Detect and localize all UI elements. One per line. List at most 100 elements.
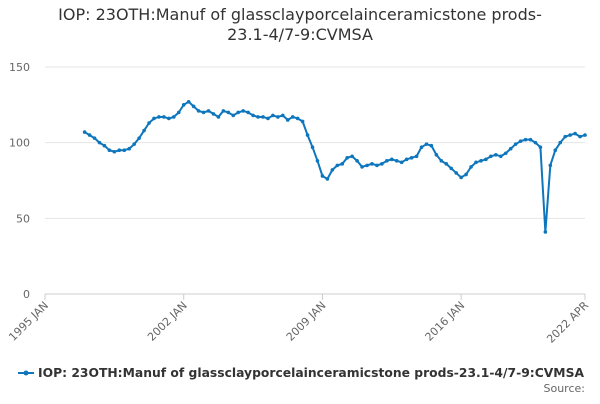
data-point: [419, 145, 424, 150]
data-point: [236, 110, 241, 115]
data-point: [494, 152, 498, 157]
data-point: [335, 163, 340, 168]
data-point: [206, 109, 211, 113]
x-tick-label: 2022 APR: [544, 299, 591, 346]
data-point: [380, 162, 384, 166]
data-point: [167, 116, 171, 121]
data-point: [196, 109, 201, 113]
source: Source:: [544, 382, 586, 395]
x-tick-label: 2009 JAN: [284, 299, 329, 344]
data-point: [365, 163, 369, 168]
data-point: [389, 157, 394, 162]
data-point: [513, 142, 518, 146]
data-point: [503, 151, 508, 156]
data-point: [330, 168, 335, 172]
data-point: [528, 137, 533, 142]
data-point: [434, 152, 439, 157]
data-point: [132, 142, 136, 146]
data-point: [285, 118, 290, 122]
data-point: [310, 145, 315, 150]
data-point: [152, 116, 156, 121]
data-point: [360, 165, 364, 169]
data-point: [127, 146, 132, 151]
data-point: [573, 131, 577, 136]
legend-marker: [23, 370, 29, 376]
data-point: [256, 115, 260, 119]
data-point: [251, 113, 255, 118]
data-point: [112, 149, 117, 154]
data-point: [543, 230, 548, 234]
data-point: [439, 159, 444, 163]
data-point: [87, 133, 92, 137]
data-point: [201, 110, 206, 115]
data-point: [563, 134, 567, 139]
data-point: [300, 119, 305, 124]
data-point: [464, 172, 468, 177]
data-point: [122, 148, 127, 153]
data-point: [241, 109, 245, 113]
data-point: [142, 128, 146, 133]
data-point: [176, 110, 181, 115]
data-point: [345, 156, 350, 160]
data-point: [181, 103, 186, 107]
data-point: [216, 115, 221, 119]
data-point: [82, 130, 87, 134]
y-tick-label: 50: [16, 212, 30, 225]
data-point: [553, 148, 558, 153]
data-point: [484, 157, 488, 162]
data-point: [578, 134, 582, 139]
chart-title: IOP: 23OTH:Manuf of glassclayporcelaince…: [58, 5, 542, 44]
data-point: [533, 140, 538, 145]
x-tick-label: 2016 JAN: [423, 299, 468, 344]
data-point: [375, 163, 379, 168]
data-point: [305, 133, 310, 137]
data-point: [355, 159, 359, 163]
y-tick-label: 150: [9, 61, 30, 74]
data-point: [459, 175, 463, 180]
data-point: [107, 148, 112, 153]
data-point: [290, 115, 295, 119]
data-point: [474, 160, 478, 165]
data-point: [385, 159, 389, 163]
data-point: [350, 154, 354, 159]
data-point: [315, 159, 320, 163]
legend-label: IOP: 23OTH:Manuf of glassclayporcelaince…: [38, 366, 585, 380]
data-point: [117, 148, 122, 153]
data-point: [523, 137, 528, 142]
data-point: [394, 159, 399, 163]
y-tick-label: 100: [9, 137, 30, 150]
data-point: [157, 115, 161, 119]
data-point: [409, 156, 414, 160]
data-point: [325, 177, 330, 181]
data-point: [538, 145, 543, 150]
data-point: [414, 154, 419, 159]
data-point: [449, 166, 454, 171]
data-point: [226, 110, 231, 115]
data-point: [186, 100, 191, 104]
data-point: [454, 171, 458, 175]
data-point: [548, 163, 553, 168]
data-point: [508, 146, 513, 151]
data-point: [172, 115, 176, 119]
data-point: [221, 109, 226, 113]
data-point: [568, 133, 572, 137]
x-tick-label: 2002 JAN: [145, 299, 190, 344]
data-point: [211, 112, 216, 116]
data-point: [424, 142, 429, 146]
data-point: [489, 154, 493, 159]
data-point: [271, 113, 275, 118]
data-point: [261, 115, 265, 119]
data-point: [295, 116, 300, 121]
data-point: [429, 143, 434, 148]
data-point: [147, 121, 151, 125]
data-point: [479, 159, 483, 163]
data-point: [97, 140, 102, 145]
data-point: [92, 136, 97, 140]
data-point: [246, 110, 250, 115]
data-point: [191, 104, 196, 109]
data-point: [276, 115, 280, 119]
data-point: [404, 157, 409, 162]
data-point: [280, 113, 285, 118]
data-point: [558, 140, 563, 145]
